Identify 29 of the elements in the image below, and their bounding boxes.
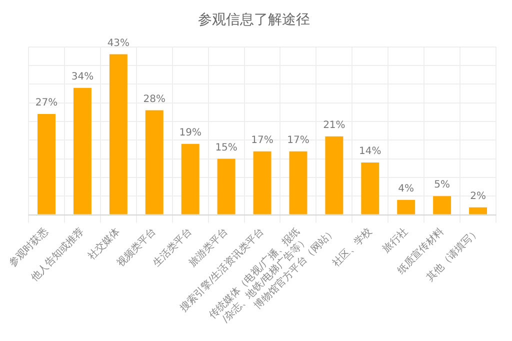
data-label: 21% [323,120,346,131]
data-label: 2% [470,190,486,202]
data-label: 5% [434,180,450,191]
x-tick-label: 社区、学校 [330,226,374,270]
bar [109,54,128,214]
bar [325,136,344,214]
bar [181,144,200,214]
bar [397,200,416,214]
data-label: 43% [107,38,130,49]
data-label: 34% [71,71,94,82]
data-label: 27% [35,98,58,109]
data-label: 15% [215,142,238,154]
bar [73,88,92,214]
bar [433,196,452,214]
bar [253,151,272,214]
x-tick-label: 旅行社 [380,226,410,256]
bar [361,162,380,214]
bar [217,158,236,214]
chart-title: 参观信息了解途径 [198,12,310,28]
bar [38,114,56,214]
data-label: 28% [143,94,166,105]
data-label: 17% [287,134,310,146]
bar [469,207,488,214]
bar [289,151,308,214]
data-label: 4% [398,183,414,194]
data-label: 14% [359,146,382,158]
data-label: 19% [179,127,202,138]
bar [145,110,164,214]
data-label: 17% [251,134,274,146]
